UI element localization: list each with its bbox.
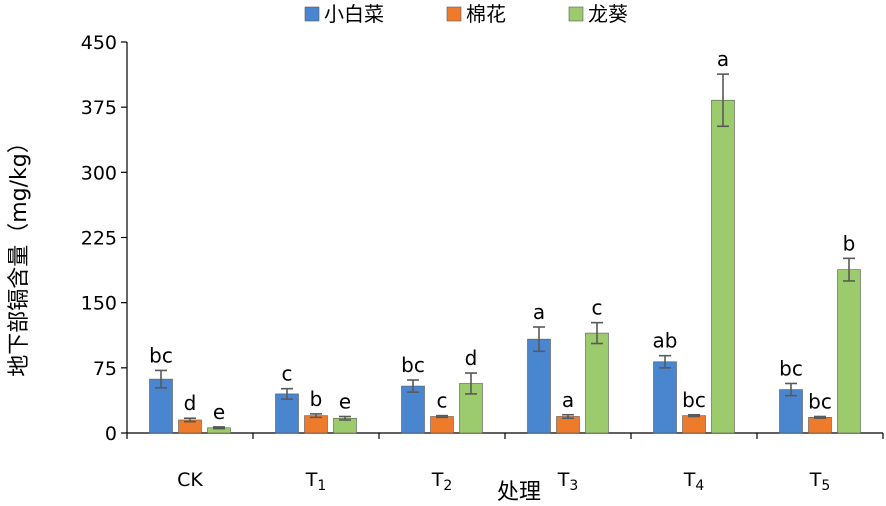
- error-bar: [436, 414, 448, 419]
- significance-label: bc: [779, 356, 803, 380]
- y-tick-label: 75: [93, 358, 117, 380]
- x-tick-label: T3: [557, 469, 579, 494]
- error-bar: [814, 415, 826, 420]
- x-tick-label: T2: [431, 469, 453, 494]
- legend-label: 龙葵: [588, 2, 628, 26]
- y-tick-label: 450: [81, 32, 117, 54]
- significance-label: bc: [401, 353, 425, 377]
- legend-item: 棉花: [446, 2, 506, 26]
- bar: [585, 332, 609, 434]
- error-bar: [843, 257, 855, 282]
- significance-label: a: [562, 388, 574, 412]
- significance-label: e: [213, 400, 225, 424]
- legend-swatch: [446, 6, 462, 22]
- y-tick-label: 225: [81, 228, 117, 250]
- x-tick-label: T1: [305, 469, 327, 494]
- error-bar: [281, 387, 293, 400]
- error-bar: [688, 413, 700, 418]
- error-bar: [155, 369, 167, 389]
- error-bar: [339, 415, 351, 421]
- error-bar: [785, 382, 797, 397]
- significance-label: a: [717, 47, 729, 71]
- bar: [682, 415, 706, 434]
- legend-swatch: [568, 6, 584, 22]
- error-bar: [213, 426, 225, 430]
- bar: [653, 361, 677, 434]
- significance-label: a: [533, 300, 545, 324]
- legend-item: 小白菜: [304, 2, 384, 26]
- significance-label: e: [339, 389, 351, 413]
- bar: [304, 415, 328, 434]
- significance-label: ab: [653, 329, 678, 353]
- error-bar: [659, 354, 671, 369]
- bar: [808, 417, 832, 434]
- y-axis-title: 地下部镉含量（mg/kg）: [7, 131, 32, 377]
- bar: [711, 99, 735, 434]
- x-tick-label: T4: [683, 469, 705, 494]
- significance-label: bc: [682, 388, 706, 412]
- significance-label: d: [465, 346, 478, 370]
- error-bar: [717, 73, 729, 128]
- y-tick-label: 300: [81, 162, 117, 184]
- error-bar: [533, 326, 545, 353]
- legend-label: 小白菜: [324, 2, 384, 26]
- x-axis: CK T1 T2 T3 T4 T5: [126, 432, 884, 494]
- legend-label: 棉花: [466, 2, 506, 26]
- error-bar: [184, 417, 196, 423]
- y-tick-label: 375: [81, 97, 117, 119]
- error-bar: [310, 413, 322, 419]
- significance-label: bc: [149, 343, 173, 367]
- error-bar: [591, 321, 603, 345]
- significance-label: c: [282, 362, 293, 386]
- bar: [837, 269, 861, 434]
- y-axis: 0 75 150 225 300 375 450: [81, 32, 128, 445]
- significance-label: c: [437, 389, 448, 413]
- significance-label: d: [184, 391, 197, 415]
- x-axis-title: 处理: [497, 480, 541, 505]
- legend: 小白菜 棉花 龙葵: [304, 2, 628, 26]
- bar: [430, 416, 454, 434]
- significance-label: c: [592, 296, 603, 320]
- error-bar: [407, 379, 419, 393]
- significance-label: b: [843, 231, 856, 255]
- error-bar: [562, 413, 574, 420]
- y-tick-label: 0: [105, 423, 117, 445]
- bar: [527, 338, 551, 434]
- x-tick-label: CK: [177, 469, 203, 491]
- legend-item: 龙葵: [568, 2, 628, 26]
- significance-label: b: [310, 387, 323, 411]
- x-tick-label: T5: [809, 469, 831, 494]
- bar: [401, 385, 425, 434]
- legend-swatch: [304, 6, 320, 22]
- y-tick-label: 150: [81, 293, 117, 315]
- error-bar: [465, 372, 477, 395]
- significance-label: bc: [808, 389, 832, 413]
